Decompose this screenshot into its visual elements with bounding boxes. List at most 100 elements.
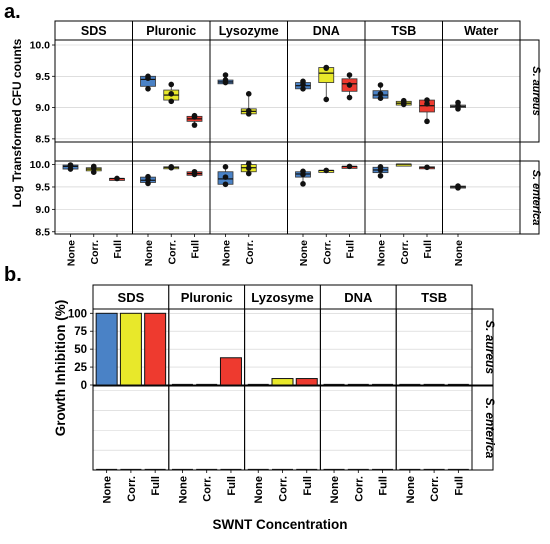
box-s-aureus-pluronic-none <box>140 73 156 92</box>
x-tick-label-b-dna-none: None <box>329 476 341 504</box>
box-s-aureus-pluronic-corr <box>163 81 180 105</box>
y-tick-label-b-0: 0 <box>81 380 87 392</box>
data-point <box>455 99 461 106</box>
facet-label-b-lyzosyme: Lyzosyme <box>251 290 313 305</box>
bar-s-aureus-sds-none <box>95 312 118 386</box>
box-s-enterica-pluronic-corr <box>163 164 180 171</box>
data-point <box>191 168 198 175</box>
box-s-aureus-dna-none <box>295 78 311 92</box>
data-point <box>191 112 198 119</box>
strip-pluronic <box>132 141 211 162</box>
strip-water <box>442 141 521 162</box>
box-s-aureus-tsb-corr <box>395 97 412 108</box>
x-tick-label-lysozyme-corr: Corr. <box>244 240 256 265</box>
y-tick-label-s-enterica-9-5: 9.5 <box>35 181 50 193</box>
data-point <box>424 118 430 125</box>
strip-b-dna <box>319 284 397 310</box>
box-s-enterica-dna-full <box>341 163 358 170</box>
data-point <box>67 162 74 168</box>
x-tick-label-pluronic-none: None <box>143 240 155 266</box>
data-point <box>222 164 229 170</box>
box-s-enterica-tsb-none <box>372 164 389 179</box>
panel-border-s-enterica-water <box>442 160 521 235</box>
strip-b-tsb <box>395 284 473 310</box>
x-tick-label-b-dna-full: Full <box>378 476 390 496</box>
data-point <box>346 82 353 88</box>
data-point <box>424 164 430 171</box>
panel-border-b-s-aureus-tsb <box>395 308 473 386</box>
y-tick-label-s-aureus-10-0: 10.0 <box>30 40 51 52</box>
box-s-enterica-tsb-full <box>419 164 435 171</box>
facet-label-b-tsb: TSB <box>421 290 447 305</box>
strip-tsb <box>364 141 443 162</box>
strip-b-pluronic <box>168 284 246 310</box>
facet-label-sds: SDS <box>81 24 107 38</box>
data-point <box>346 72 353 78</box>
x-tick-label-dna-corr: Corr. <box>321 240 333 265</box>
data-point <box>377 91 384 97</box>
facet-label-tsb: TSB <box>391 24 416 38</box>
panel-b-label: b. <box>4 264 22 286</box>
data-point <box>222 174 229 180</box>
data-point <box>300 78 306 85</box>
y-tick-label-s-enterica-9-0: 9.0 <box>35 204 50 216</box>
box-s-enterica-dna-none <box>295 168 311 187</box>
facet-label-lysozyme: Lysozyme <box>219 24 279 38</box>
strip-b-lyzosyme <box>244 284 321 310</box>
x-tick-label-b-dna-corr: Corr. <box>353 476 365 502</box>
data-point <box>245 160 252 167</box>
facet-label-b-sds: SDS <box>118 290 145 305</box>
box-s-enterica-sds-corr <box>85 163 102 175</box>
y-tick-label-b-75: 75 <box>74 326 87 338</box>
x-tick-label-sds-none: None <box>66 240 78 266</box>
facet-label-dna: DNA <box>313 24 340 38</box>
panel-border-s-aureus-lysozyme <box>209 39 288 143</box>
strip-sds <box>54 141 133 162</box>
y-tick-label-s-enterica-8-5: 8.5 <box>35 226 50 238</box>
data-point <box>377 172 384 179</box>
bar-s-aureus-pluronic-full <box>219 357 242 386</box>
data-point <box>346 163 353 170</box>
panel-border-b-s-enterica-lyzosyme <box>244 385 321 471</box>
data-point <box>114 175 120 182</box>
x-tick-label-water-none: None <box>453 240 465 266</box>
y-tick-label-b-25: 25 <box>74 362 87 374</box>
x-tick-label-sds-corr: Corr. <box>89 240 101 265</box>
box-s-enterica-dna-corr <box>318 167 335 174</box>
box-s-aureus-dna-corr <box>318 64 335 103</box>
data-point <box>377 164 384 170</box>
data-point <box>300 181 306 187</box>
box-s-enterica-lysozyme-corr <box>240 160 257 177</box>
row-strip-s-enterica <box>519 160 540 235</box>
x-tick-label-b-sds-corr: Corr. <box>126 476 138 502</box>
x-tick-label-b-tsb-full: Full <box>453 476 465 496</box>
data-point <box>168 164 175 170</box>
row-label-s-enterica: S. enterica <box>530 170 542 226</box>
box-s-aureus-lysozyme-corr <box>240 91 257 117</box>
data-point <box>168 98 175 105</box>
bar-s-aureus-sds-full <box>144 312 167 386</box>
facet-label-pluronic: Pluronic <box>146 24 196 38</box>
x-tick-label-b-lyzosyme-full: Full <box>302 476 314 496</box>
box-s-aureus-tsb-none <box>372 82 389 101</box>
panel-border-s-aureus-water <box>442 39 521 143</box>
panel-border-b-s-enterica-sds <box>92 385 170 471</box>
box-s-aureus-pluronic-full <box>186 112 203 128</box>
data-point <box>168 81 175 88</box>
bar-s-aureus-sds-corr <box>119 312 142 386</box>
y-tick-label-s-aureus-8-5: 8.5 <box>35 133 50 145</box>
facet-label-b-pluronic: Pluronic <box>181 290 233 305</box>
data-point <box>222 181 229 188</box>
strip-dna <box>287 141 366 162</box>
row-label-b-s-enterica: S. enterica <box>483 398 497 459</box>
panel-border-b-s-enterica-dna <box>319 385 397 471</box>
box-s-enterica-sds-none <box>62 162 79 172</box>
strip-lysozyme <box>209 141 288 162</box>
box-s-enterica-lysozyme-none <box>217 164 234 188</box>
panel-b-x-axis-title: SWNT Concentration <box>213 517 348 532</box>
x-tick-label-dna-full: Full <box>345 240 357 259</box>
y-tick-label-s-aureus-9-0: 9.0 <box>35 102 50 114</box>
x-tick-label-b-pluronic-full: Full <box>226 476 238 496</box>
box-s-enterica-pluronic-none <box>140 173 156 187</box>
panel-border-b-s-enterica-tsb <box>395 385 473 471</box>
